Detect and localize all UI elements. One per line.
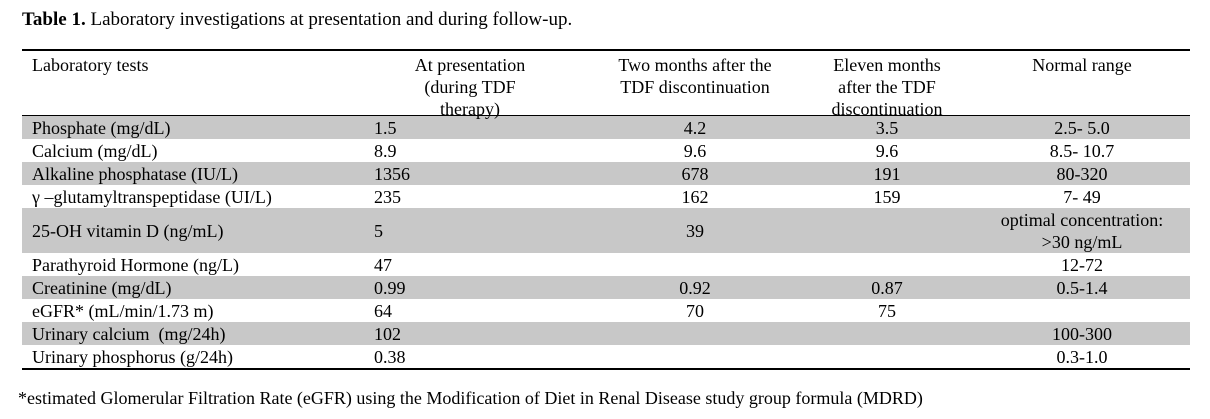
table-header-row: Laboratory tests At presentation (during…: [22, 51, 1190, 119]
table-caption: Table 1. Laboratory investigations at pr…: [22, 9, 572, 31]
cell-normal: 0.3-1.0: [1056, 346, 1108, 367]
table-row: Creatinine (mg/dL) 0.99 0.92 0.87 0.5-1.…: [22, 276, 1190, 299]
lab-table: Laboratory tests At presentation (during…: [22, 49, 1190, 370]
cell-two-months: 4.2: [683, 117, 707, 138]
cell-two-months: 678: [681, 163, 709, 184]
cell-test: Urinary phosphorus (g/24h): [32, 346, 233, 367]
cell-test: Phosphate (mg/dL): [32, 117, 171, 138]
table-row: Urinary calcium (mg/24h) 102 100-300: [22, 322, 1190, 345]
cell-presentation: 1.5: [374, 117, 397, 138]
cell-test: Alkaline phosphatase (IU/L): [32, 163, 238, 184]
cell-presentation: 5: [374, 220, 383, 241]
cell-two-months: 0.92: [679, 277, 711, 298]
cell-presentation: 102: [374, 323, 401, 344]
cell-test: Urinary calcium (mg/24h): [32, 323, 226, 344]
header-two-months: Two months after the TDF discontinuation: [590, 54, 800, 120]
cell-eleven-months: 191: [873, 163, 901, 184]
caption-text: Laboratory investigations at presentatio…: [85, 9, 573, 30]
cell-two-months: 9.6: [683, 140, 707, 161]
header-presentation-line3: therapy): [440, 99, 500, 119]
table-footnote: *estimated Glomerular Filtration Rate (e…: [18, 388, 923, 408]
cell-eleven-months: 9.6: [875, 140, 899, 161]
cell-normal: 0.5-1.4: [1056, 277, 1108, 298]
cell-normal: 80-320: [1056, 163, 1108, 184]
cell-presentation: 235: [374, 186, 401, 207]
header-at-presentation: At presentation (during TDF therapy): [350, 54, 590, 120]
cell-eleven-months: 0.87: [871, 277, 903, 298]
cell-test: 25-OH vitamin D (ng/mL): [32, 220, 224, 241]
cell-test: Creatinine (mg/dL): [32, 277, 172, 298]
table-row: Urinary phosphorus (g/24h) 0.38 0.3-1.0: [22, 345, 1190, 368]
cell-normal-line2: >30 ng/mL: [1041, 231, 1123, 252]
table-row: γ –glutamyltranspeptidase (UI/L) 235 162…: [22, 185, 1190, 208]
caption-label: Table 1.: [22, 9, 86, 30]
cell-test: γ –glutamyltranspeptidase (UI/L): [32, 186, 272, 207]
cell-two-months: 162: [681, 186, 709, 207]
cell-two-months: 39: [686, 220, 704, 241]
header-two-months-line1: Two months after the: [618, 55, 772, 75]
header-presentation-line1: At presentation: [414, 55, 526, 75]
table-row: eGFR* (mL/min/1.73 m) 64 70 75: [22, 299, 1190, 322]
cell-normal: optimal concentration: >30 ng/mL: [974, 209, 1190, 253]
cell-test: Calcium (mg/dL): [32, 140, 158, 161]
header-laboratory-tests: Laboratory tests: [32, 55, 149, 75]
header-eleven-months: Eleven months after the TDF discontinuat…: [800, 54, 974, 120]
cell-eleven-months: 159: [873, 186, 901, 207]
cell-normal: 2.5- 5.0: [1054, 117, 1110, 138]
cell-test: Parathyroid Hormone (ng/L): [32, 254, 239, 275]
cell-presentation: 8.9: [374, 140, 397, 161]
header-two-months-line2: TDF discontinuation: [620, 77, 770, 97]
header-eleven-months-line3: discontinuation: [831, 99, 943, 119]
cell-presentation: 0.38: [374, 346, 406, 367]
cell-test: eGFR* (mL/min/1.73 m): [32, 300, 214, 321]
table-row: Phosphate (mg/dL) 1.5 4.2 3.5 2.5- 5.0: [22, 116, 1190, 139]
cell-eleven-months: 3.5: [875, 117, 899, 138]
header-presentation-line2: (during TDF: [424, 77, 516, 97]
cell-normal: 100-300: [1052, 323, 1112, 344]
header-eleven-months-line1: Eleven months: [833, 55, 941, 75]
table-row: Parathyroid Hormone (ng/L) 47 12-72: [22, 253, 1190, 276]
cell-presentation: 1356: [374, 163, 410, 184]
table-row: Alkaline phosphatase (IU/L) 1356 678 191…: [22, 162, 1190, 185]
header-eleven-months-line2: after the TDF: [838, 77, 936, 97]
table-row: 25-OH vitamin D (ng/mL) 5 39 optimal con…: [22, 208, 1190, 253]
cell-normal-line1: optimal concentration:: [1000, 209, 1164, 230]
cell-normal: 7- 49: [1063, 186, 1101, 207]
cell-two-months: 70: [686, 300, 704, 321]
cell-eleven-months: 75: [878, 300, 896, 321]
cell-normal: 12-72: [1061, 254, 1103, 275]
header-normal-range: Normal range: [1032, 55, 1132, 75]
cell-presentation: 0.99: [374, 277, 406, 298]
cell-presentation: 64: [374, 300, 392, 321]
cell-normal: 8.5- 10.7: [1049, 140, 1115, 161]
table-row: Calcium (mg/dL) 8.9 9.6 9.6 8.5- 10.7: [22, 139, 1190, 162]
cell-presentation: 47: [374, 254, 392, 275]
